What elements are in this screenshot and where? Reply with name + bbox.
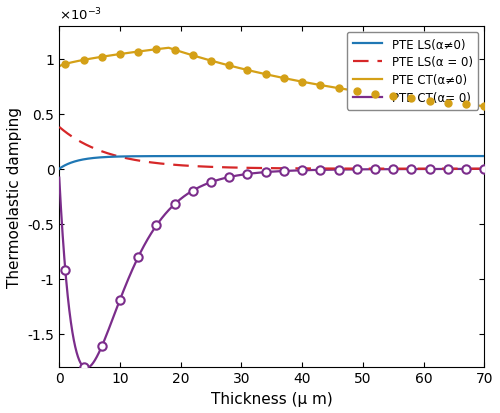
PTE LS(α = 0) bbox=[482, 167, 488, 172]
PTE LS(α≠0) bbox=[482, 154, 488, 159]
Line: PTE CT(α= 0): PTE CT(α= 0) bbox=[59, 169, 484, 368]
PTE CT(α≠0) bbox=[238, 67, 244, 72]
Y-axis label: Thermoelastic damping: Thermoelastic damping bbox=[7, 107, 22, 287]
PTE CT(α= 0) bbox=[473, 167, 479, 172]
PTE LS(α = 0) bbox=[473, 167, 479, 172]
PTE CT(α≠0) bbox=[473, 104, 479, 109]
PTE CT(α= 0) bbox=[56, 176, 62, 180]
PTE LS(α = 0) bbox=[130, 158, 136, 163]
PTE CT(α≠0) bbox=[220, 62, 226, 67]
Line: PTE LS(α≠0): PTE LS(α≠0) bbox=[59, 157, 484, 169]
PTE CT(α≠0) bbox=[56, 65, 62, 70]
Legend: PTE LS(α≠0), PTE LS(α = 0), PTE CT(α≠0), PTE CT(α= 0): PTE LS(α≠0), PTE LS(α = 0), PTE CT(α≠0),… bbox=[346, 33, 478, 110]
PTE CT(α= 0) bbox=[105, 329, 111, 334]
PTE LS(α≠0) bbox=[427, 154, 433, 159]
PTE CT(α= 0) bbox=[238, 173, 244, 178]
Line: PTE CT(α≠0): PTE CT(α≠0) bbox=[59, 49, 484, 107]
PTE CT(α= 0) bbox=[220, 177, 226, 182]
PTE LS(α = 0) bbox=[427, 167, 433, 172]
PTE LS(α≠0) bbox=[130, 154, 136, 159]
Text: $\times10^{-3}$: $\times10^{-3}$ bbox=[59, 7, 102, 23]
PTE CT(α= 0) bbox=[130, 266, 136, 271]
PTE CT(α= 0) bbox=[428, 167, 434, 172]
PTE CT(α≠0) bbox=[482, 104, 488, 109]
PTE CT(α≠0) bbox=[130, 51, 136, 56]
PTE LS(α = 0) bbox=[219, 165, 225, 170]
PTE LS(α≠0) bbox=[104, 155, 110, 160]
PTE CT(α≠0) bbox=[428, 99, 434, 104]
PTE LS(α≠0) bbox=[56, 167, 62, 172]
PTE CT(α= 0) bbox=[84, 366, 89, 370]
PTE LS(α = 0) bbox=[238, 166, 244, 171]
X-axis label: Thickness (μ m): Thickness (μ m) bbox=[211, 391, 332, 406]
PTE CT(α≠0) bbox=[166, 46, 172, 51]
PTE CT(α≠0) bbox=[104, 54, 110, 59]
PTE CT(α= 0) bbox=[482, 167, 488, 172]
PTE LS(α = 0) bbox=[56, 125, 62, 130]
PTE LS(α≠0) bbox=[473, 154, 479, 159]
PTE LS(α = 0) bbox=[104, 152, 110, 157]
PTE LS(α≠0) bbox=[219, 154, 225, 159]
Line: PTE LS(α = 0): PTE LS(α = 0) bbox=[59, 128, 484, 169]
PTE LS(α≠0) bbox=[238, 154, 244, 159]
